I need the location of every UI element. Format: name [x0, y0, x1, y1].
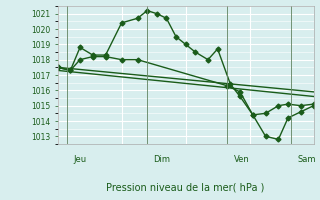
- Text: Jeu: Jeu: [74, 155, 87, 164]
- Text: Ven: Ven: [234, 155, 249, 164]
- Text: Pression niveau de la mer( hPa ): Pression niveau de la mer( hPa ): [107, 183, 265, 193]
- Text: Sam: Sam: [298, 155, 316, 164]
- Text: Dim: Dim: [154, 155, 171, 164]
